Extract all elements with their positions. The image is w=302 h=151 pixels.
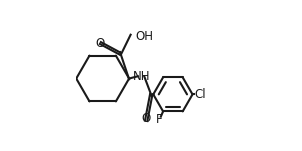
Text: Cl: Cl bbox=[194, 88, 206, 101]
Text: O: O bbox=[96, 37, 105, 50]
Text: NH: NH bbox=[133, 70, 150, 83]
Text: F: F bbox=[156, 113, 162, 126]
Text: O: O bbox=[142, 112, 151, 125]
Text: OH: OH bbox=[135, 31, 153, 43]
